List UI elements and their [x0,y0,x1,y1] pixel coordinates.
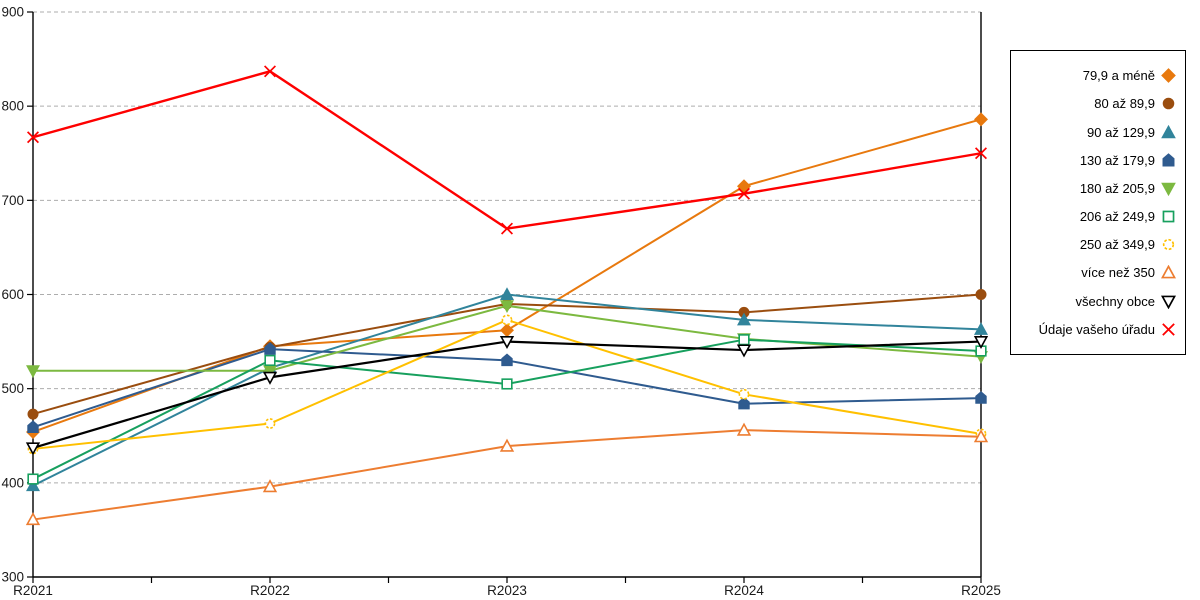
data-point-marker [737,312,751,326]
legend-label: 206 až 249,9 [1079,209,1155,225]
data-point-marker [738,334,750,346]
data-point-marker [737,187,751,200]
y-tick-label: 500 [1,381,24,396]
legend-item: 90 až 129,9 [1015,124,1176,140]
data-point-marker [27,408,39,420]
data-point-marker [500,222,514,235]
legend-marker-pentagon-icon [1161,152,1176,168]
data-point-marker [737,179,751,194]
data-point-marker [499,438,515,452]
data-point-marker [264,354,276,367]
y-tick-label: 800 [1,99,24,114]
legend-marker-triangle-up-icon [1161,124,1176,140]
data-point-marker [262,371,278,385]
legend-marker-circle-dashed-icon [1161,237,1176,252]
legend-item: všechny obce [1015,294,1176,309]
data-point-marker [501,353,513,367]
y-axis-grid: 300 400 500 600 700 800 900 [1,5,981,585]
data-point-marker [264,342,276,355]
x-tick-label: R2024 [724,583,764,598]
series-8 [25,335,989,456]
x-tick-label: R2021 [13,583,53,598]
series-3 [27,342,987,433]
data-point-marker [500,300,514,314]
legend-item: 130 až 179,9 [1015,152,1176,168]
legend-label: 250 až 349,9 [1079,237,1155,253]
legend-item: 79,9 a méně [1015,68,1176,84]
data-point-marker [27,420,39,433]
data-point-marker [27,473,39,485]
legend-item: Údaje vašeho úřadu [1015,322,1176,337]
data-point-marker [26,365,40,379]
data-point-marker [973,335,989,350]
legend: 79,9 a méně 80 až 89,9 90 až 129,9 130 až 1… [1010,50,1186,355]
x-tick-label: R2025 [961,583,1001,598]
data-point-marker [736,422,752,436]
data-point-marker [501,378,513,390]
legend-label: 180 až 205,9 [1079,180,1155,196]
x-tick-label: R2022 [250,583,290,598]
data-point-marker [499,335,515,350]
series-9 [26,65,988,235]
y-tick-label: 900 [1,5,24,20]
y-tick-label: 600 [1,287,24,302]
data-point-marker [262,479,278,493]
data-point-marker [500,287,514,300]
legend-marker-x-icon [1161,322,1176,337]
legend-label: 80 až 89,9 [1094,96,1155,112]
y-tick-label: 700 [1,193,24,208]
x-tick-label: R2023 [487,583,527,598]
data-point-marker [974,322,988,335]
legend-item: 180 až 205,9 [1015,181,1176,196]
legend-label: 130 až 179,9 [1079,152,1155,168]
legend-item: více než 350 [1015,265,1176,280]
legend-label: více než 350 [1081,265,1155,281]
series-7 [25,422,989,526]
data-point-marker [25,442,41,456]
data-point-marker [975,391,987,404]
data-point-marker [26,478,40,492]
legend-marker-triangle-down-icon [1161,181,1176,196]
legend-marker-square-icon [1161,209,1176,224]
data-point-marker [974,112,988,127]
legend-item: 250 až 349,9 [1015,237,1176,252]
series-line [32,70,982,230]
legend-item: 206 až 249,9 [1015,209,1176,224]
data-point-marker [264,418,276,429]
legend-marker-triangle-down-icon [1161,294,1176,309]
data-point-marker [26,131,40,144]
legend-label: 79,9 a méně [1082,68,1155,84]
legend-marker-circle-icon [1161,96,1176,111]
data-point-marker [501,314,513,326]
y-tick-label: 300 [1,570,24,585]
legend-label: Údaje vašeho úřadu [1038,321,1155,337]
legend-marker-triangle-up-icon [1161,265,1176,280]
data-point-marker [500,323,514,338]
data-point-marker [738,388,750,400]
data-point-marker [973,429,989,443]
data-point-marker [263,65,277,78]
data-point-marker [736,344,752,358]
data-point-marker [975,288,987,301]
x-axis-labels: R2021 R2022 R2023 R2024 R2025 [13,583,1001,598]
legend-label: všechny obce [1075,293,1156,309]
data-point-marker [25,512,41,526]
legend-marker-diamond-icon [1161,68,1176,84]
data-point-marker [738,396,750,410]
legend-label: 90 až 129,9 [1087,124,1155,140]
legend-item: 80 až 89,9 [1015,96,1176,111]
data-point-marker [974,147,988,160]
y-tick-label: 400 [1,475,24,490]
